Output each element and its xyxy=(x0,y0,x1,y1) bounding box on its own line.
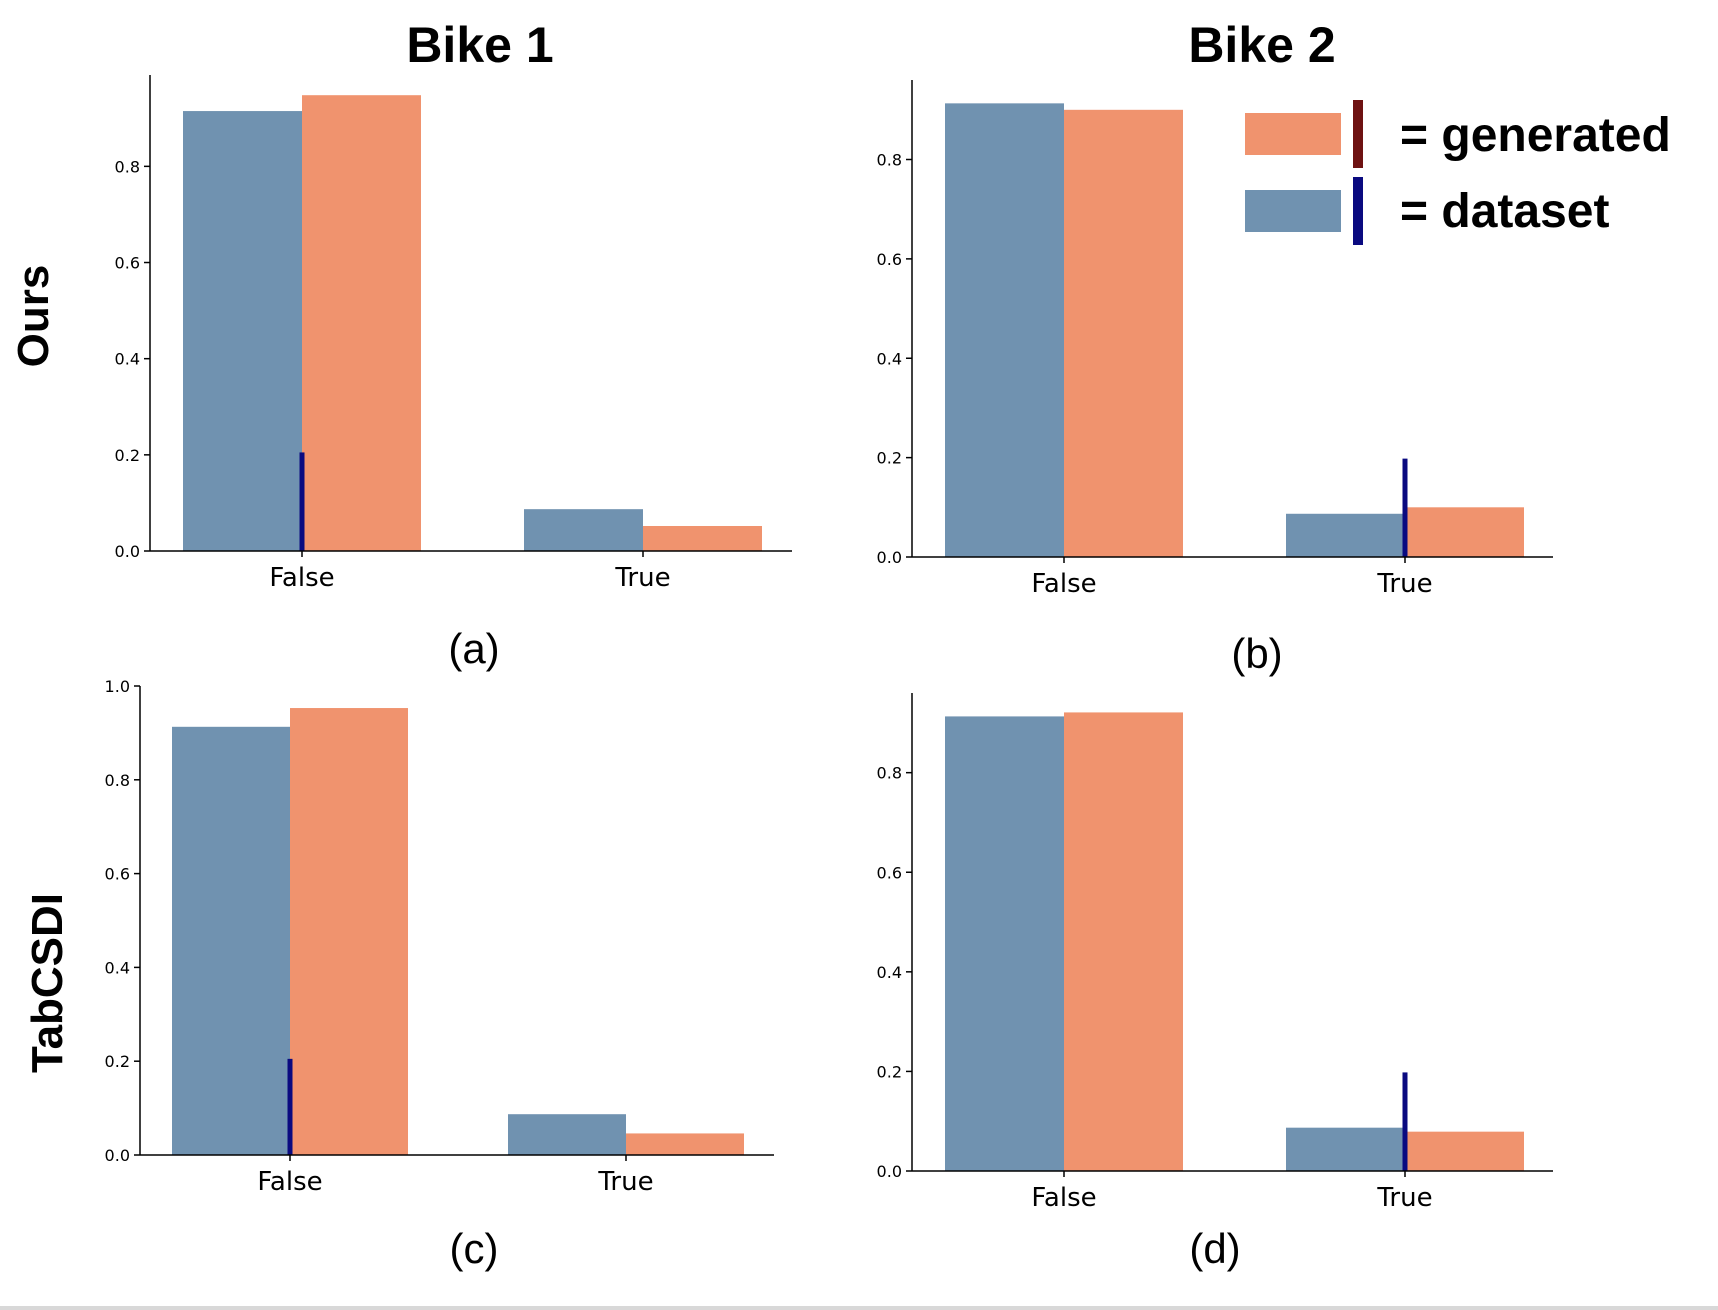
subplot-1: False True 0.0 0.2 0.4 0.6 0.8 (b) xyxy=(877,80,1553,677)
bar-generated-true xyxy=(643,525,762,551)
y-tick-label: 0.4 xyxy=(105,958,130,977)
y-tick-label: 0.6 xyxy=(877,863,902,882)
y-tick-label: 0.2 xyxy=(877,1062,902,1081)
subplot-label: (a) xyxy=(448,625,499,672)
bar-generated-true xyxy=(1405,1131,1524,1171)
x-tick-label-false: False xyxy=(257,1167,322,1197)
y-tick-label: 0.6 xyxy=(105,865,130,884)
y-tick-label: 0.0 xyxy=(115,542,140,561)
bar-dataset-false xyxy=(172,726,290,1155)
legend-dataset-swatch xyxy=(1245,190,1341,232)
subplot-0: False True 0.0 0.2 0.4 0.6 0.8 (a) xyxy=(115,75,792,672)
y-tick-label: 0.4 xyxy=(877,349,902,368)
x-tick-label-true: True xyxy=(597,1167,653,1197)
x-tick-label-false: False xyxy=(269,563,334,593)
x-tick-label-false: False xyxy=(1031,1183,1096,1213)
y-tick-label: 0.8 xyxy=(115,157,140,176)
x-tick-label-true: True xyxy=(614,563,670,593)
y-tick-label: 0.4 xyxy=(877,963,902,982)
subplot-2: False True 0.0 0.2 0.4 0.6 0.8 1.0 (c) xyxy=(105,677,774,1272)
x-tick-label-false: False xyxy=(1031,569,1096,599)
y-tick-label: 0.0 xyxy=(877,1162,902,1181)
y-tick-label: 0.2 xyxy=(877,449,902,468)
bottom-border xyxy=(0,1306,1718,1310)
subplot-label: (d) xyxy=(1189,1225,1240,1272)
bar-dataset-true xyxy=(508,1114,626,1155)
marker-line xyxy=(287,1058,293,1155)
row-title-ours: Ours xyxy=(9,265,58,368)
bar-generated-false xyxy=(290,708,408,1155)
legend-generated-swatch xyxy=(1245,113,1341,155)
y-tick-label: 0.8 xyxy=(877,764,902,783)
bar-dataset-false xyxy=(183,111,302,551)
y-tick-label: 0.8 xyxy=(105,771,130,790)
bar-dataset-true xyxy=(1286,513,1405,557)
bar-dataset-true xyxy=(1286,1127,1405,1171)
bar-dataset-false xyxy=(945,103,1064,558)
subplot-label: (c) xyxy=(450,1225,499,1272)
bar-generated-false xyxy=(1064,712,1183,1171)
y-tick-label: 0.2 xyxy=(105,1052,130,1071)
marker-line xyxy=(1402,458,1408,557)
legend-dataset-label: = dataset xyxy=(1400,185,1609,238)
row-title-tabcsdi: TabCSDI xyxy=(23,893,72,1073)
legend-generated-label: = generated xyxy=(1400,109,1671,162)
y-tick-label: 0.6 xyxy=(877,250,902,269)
legend-generated-line xyxy=(1353,100,1363,168)
bar-generated-false xyxy=(1064,109,1183,557)
bar-generated-true xyxy=(1405,507,1524,557)
subplot-label: (b) xyxy=(1231,630,1282,677)
y-tick-label: 0.0 xyxy=(877,548,902,567)
y-tick-label: 0.6 xyxy=(115,254,140,273)
subplot-3: False True 0.0 0.2 0.4 0.6 0.8 (d) xyxy=(877,693,1553,1272)
x-tick-label-true: True xyxy=(1376,1183,1432,1213)
marker-line xyxy=(299,452,305,551)
legend: = generated = dataset xyxy=(1245,100,1671,245)
y-tick-label: 1.0 xyxy=(105,677,130,696)
marker-line xyxy=(1402,1072,1408,1171)
y-tick-label: 0.2 xyxy=(115,446,140,465)
column-title-bike-2: Bike 2 xyxy=(1188,17,1335,73)
column-title-bike-1: Bike 1 xyxy=(406,17,553,73)
bar-dataset-true xyxy=(524,509,643,551)
bar-dataset-false xyxy=(945,716,1064,1171)
legend-dataset-line xyxy=(1353,177,1363,245)
bar-generated-false xyxy=(302,95,421,551)
y-tick-label: 0.4 xyxy=(115,350,140,369)
y-tick-label: 0.0 xyxy=(105,1146,130,1165)
x-tick-label-true: True xyxy=(1376,569,1432,599)
y-tick-label: 0.8 xyxy=(877,151,902,170)
bar-generated-true xyxy=(626,1133,744,1155)
